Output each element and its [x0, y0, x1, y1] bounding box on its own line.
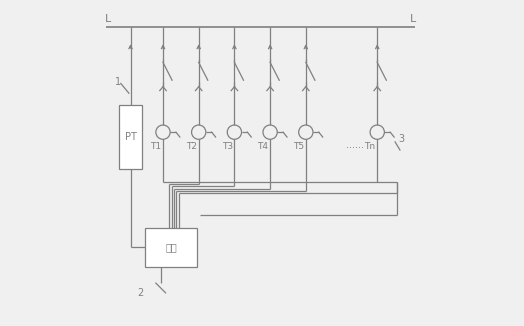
- Text: L: L: [105, 14, 111, 23]
- Text: 3: 3: [399, 134, 405, 144]
- Text: 1: 1: [114, 77, 121, 87]
- Bar: [119, 105, 142, 170]
- Text: T1: T1: [150, 142, 161, 151]
- Text: 拨机: 拨机: [165, 243, 177, 252]
- Text: 2: 2: [137, 288, 144, 298]
- Text: PT: PT: [125, 132, 136, 142]
- Text: Tn: Tn: [365, 142, 376, 151]
- Bar: [145, 228, 197, 267]
- Text: L: L: [410, 14, 416, 23]
- Text: T2: T2: [186, 142, 197, 151]
- Text: ......: ......: [345, 140, 364, 150]
- Text: T3: T3: [222, 142, 233, 151]
- Text: T5: T5: [293, 142, 304, 151]
- Text: T4: T4: [257, 142, 268, 151]
